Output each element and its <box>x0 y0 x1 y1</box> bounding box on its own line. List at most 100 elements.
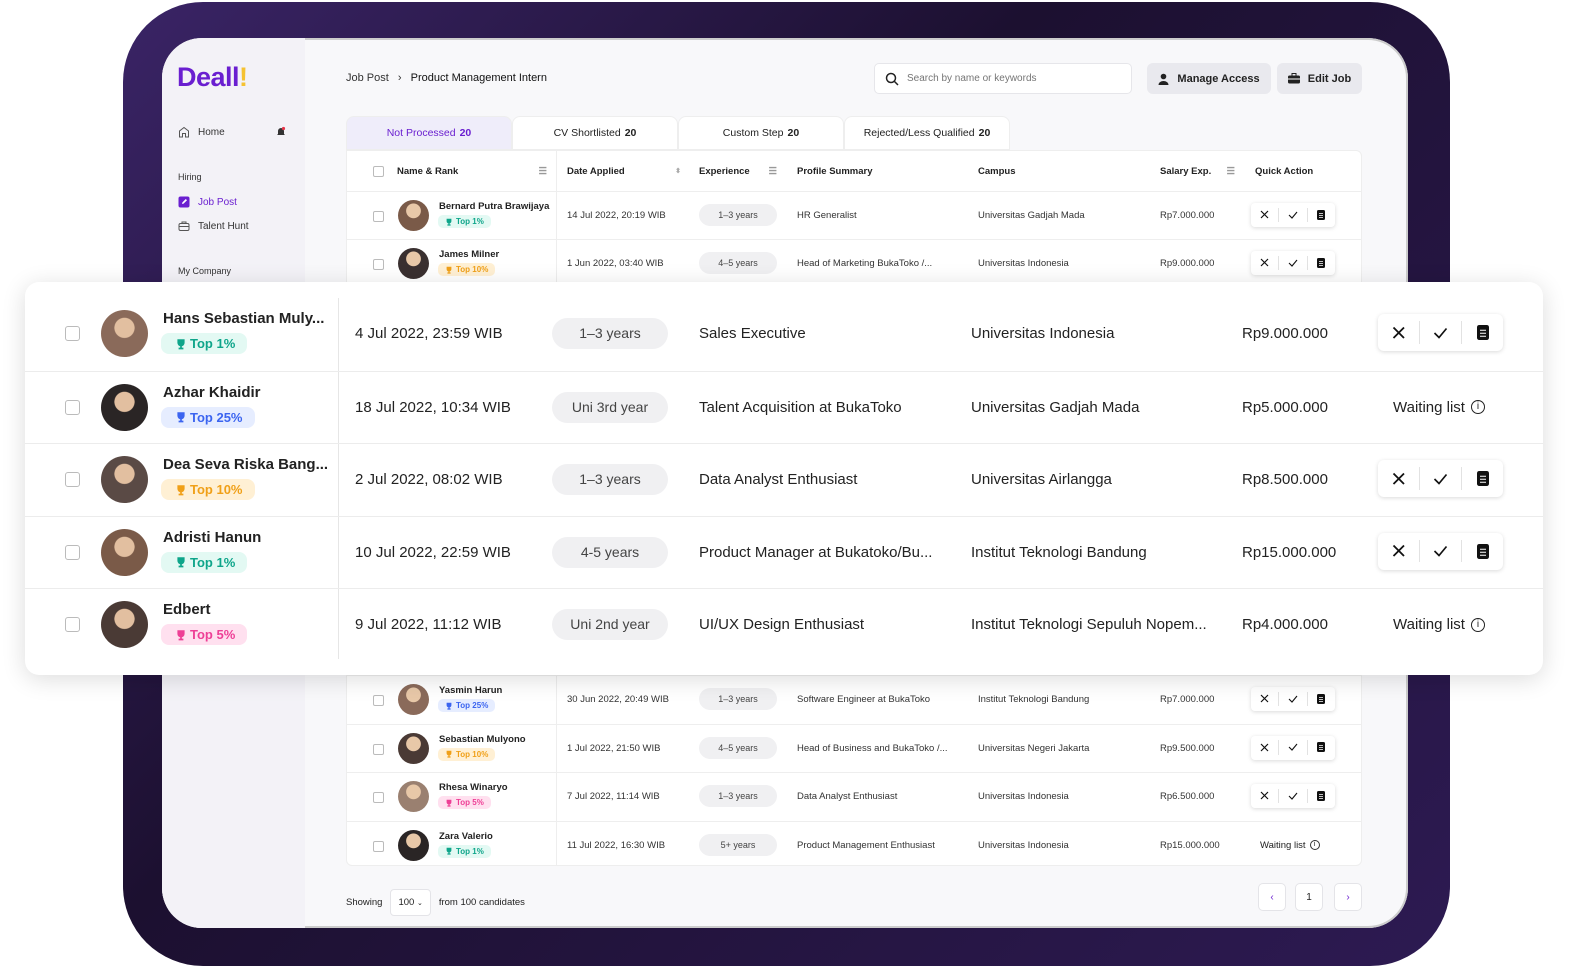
candidate-name[interactable]: Yasmin Harun <box>439 685 503 696</box>
view-cv-button[interactable] <box>1308 208 1335 222</box>
filter-icon[interactable]: ☰ <box>538 165 547 177</box>
view-cv-button[interactable] <box>1462 467 1503 489</box>
avatar <box>398 829 429 861</box>
reject-button[interactable] <box>1378 467 1420 490</box>
prev-page-button[interactable]: ‹ <box>1258 883 1286 911</box>
tab-rejected-less-qualified[interactable]: Rejected/Less Qualified 20 <box>844 116 1010 150</box>
date-applied: 18 Jul 2022, 10:34 WIB <box>355 398 511 416</box>
avatar <box>101 383 148 431</box>
rank-label: Top 1% <box>190 336 236 351</box>
view-cv-button[interactable] <box>1462 540 1503 562</box>
rank-label: Top 10% <box>456 749 489 759</box>
column-header-experience[interactable]: Experience ☰ <box>699 151 777 191</box>
table-row[interactable]: Dea Seva Riska Bang... Top 10% 2 Jul 2022,… <box>25 443 1543 515</box>
manage-access-button[interactable]: Manage Access <box>1147 63 1271 94</box>
candidate-name[interactable]: Bernard Putra Brawijaya <box>439 201 550 212</box>
reject-button[interactable] <box>1378 321 1420 344</box>
shortlist-button[interactable] <box>1420 321 1462 344</box>
table-row[interactable]: Bernard Putra Brawijaya Top 1% 14 Jul 2022… <box>347 191 1361 239</box>
row-checkbox[interactable] <box>373 840 384 852</box>
table-row[interactable]: Azhar Khaidir Top 25% 18 Jul 2022, 10:34 W… <box>25 370 1543 443</box>
reject-button[interactable] <box>1251 691 1280 707</box>
candidate-name[interactable]: Edbert <box>163 601 211 618</box>
info-icon[interactable]: i <box>1309 840 1320 850</box>
info-icon[interactable]: i <box>1470 617 1485 632</box>
reject-icon <box>1392 545 1405 557</box>
row-checkbox[interactable] <box>65 326 80 341</box>
shortlist-button[interactable] <box>1279 691 1308 707</box>
reject-button[interactable] <box>1251 740 1280 755</box>
shortlist-button[interactable] <box>1420 467 1462 490</box>
row-checkbox[interactable] <box>373 743 384 755</box>
row-checkbox[interactable] <box>65 399 80 415</box>
view-cv-button[interactable] <box>1308 692 1335 706</box>
table-row[interactable]: James Milner Top 10% 1 Jun 2022, 03:40 WIB… <box>347 239 1361 287</box>
candidate-name[interactable]: Adristi Hanun <box>163 528 262 546</box>
candidate-name[interactable]: Hans Sebastian Muly... <box>163 310 325 327</box>
page-size-select[interactable]: 100 ⌄ <box>390 889 431 916</box>
breadcrumb: Job Post › Product Management Intern <box>346 72 547 84</box>
table-row[interactable]: Zara Valerio Top 1% 11 Jul 2022, 16:30 WIB… <box>347 820 1361 869</box>
candidate-name[interactable]: James Milner <box>439 249 500 260</box>
rank-label: Top 1% <box>456 217 484 226</box>
column-header-date[interactable]: Date Applied ⬍ <box>567 151 681 191</box>
rank-badge: Top 1% <box>161 333 248 354</box>
sidebar-item-home[interactable]: Home <box>178 126 287 138</box>
row-checkbox[interactable] <box>373 259 384 270</box>
column-header-name[interactable]: Name & Rank ☰ <box>397 151 547 191</box>
view-cv-button[interactable] <box>1462 321 1503 343</box>
shortlist-button[interactable] <box>1279 207 1308 223</box>
table-row[interactable]: Rhesa Winaryo Top 5% 7 Jul 2022, 11:14 WIB… <box>347 772 1361 820</box>
search-box[interactable] <box>874 63 1132 94</box>
filter-icon[interactable]: ☰ <box>768 165 777 177</box>
reject-icon <box>1392 472 1405 485</box>
table-row[interactable]: Hans Sebastian Muly... Top 1% 4 Jul 2022, … <box>25 298 1543 370</box>
info-icon[interactable]: i <box>1470 400 1485 414</box>
row-checkbox[interactable] <box>373 695 384 706</box>
filter-icon[interactable]: ☰ <box>1226 165 1235 177</box>
row-checkbox[interactable] <box>65 544 80 560</box>
view-cv-button[interactable] <box>1308 789 1335 803</box>
reject-button[interactable] <box>1251 255 1280 271</box>
table-row[interactable]: Adristi Hanun Top 1% 10 Jul 2022, 22:59 WI… <box>25 515 1543 588</box>
sort-icon[interactable]: ⬍ <box>675 168 681 175</box>
table-row[interactable]: Yasmin Harun Top 25% 30 Jun 2022, 20:49 WI… <box>347 675 1361 723</box>
campus: Institut Teknologi Sepuluh Nopem... <box>971 616 1207 633</box>
view-cv-button[interactable] <box>1308 256 1335 270</box>
candidate-name[interactable]: Dea Seva Riska Bang... <box>163 456 329 473</box>
candidate-name[interactable]: Azhar Khaidir <box>163 383 261 401</box>
shortlist-button[interactable] <box>1420 539 1462 563</box>
tab-custom-step[interactable]: Custom Step 20 <box>678 116 844 150</box>
select-all-checkbox[interactable] <box>373 165 384 177</box>
candidate-name[interactable]: Zara Valerio <box>439 830 493 842</box>
view-cv-button[interactable] <box>1308 740 1335 754</box>
row-checkbox[interactable] <box>65 617 80 632</box>
tab-cv-shortlisted[interactable]: CV Shortlisted 20 <box>512 116 678 150</box>
breadcrumb-parent[interactable]: Job Post <box>346 72 389 84</box>
salary-expectation: Rp8.500.000 <box>1242 471 1328 488</box>
edit-job-button[interactable]: Edit Job <box>1277 63 1362 94</box>
column-header-salary[interactable]: Salary Exp. ☰ <box>1160 151 1235 191</box>
shortlist-button[interactable] <box>1279 740 1308 755</box>
candidate-name[interactable]: Sebastian Mulyono <box>439 733 526 745</box>
search-icon <box>885 72 899 86</box>
row-checkbox[interactable] <box>65 472 80 487</box>
search-input[interactable] <box>907 73 1107 84</box>
sidebar-item-job-post[interactable]: Job Post <box>178 196 237 208</box>
row-checkbox[interactable] <box>373 792 384 803</box>
page-number[interactable]: 1 <box>1295 883 1323 911</box>
shortlist-button[interactable] <box>1279 255 1308 271</box>
reject-button[interactable] <box>1251 788 1280 804</box>
tab-not-processed[interactable]: Not Processed 20 <box>346 116 512 150</box>
row-checkbox[interactable] <box>373 211 384 222</box>
table-row[interactable]: Sebastian Mulyono Top 10% 1 Jul 2022, 21:5… <box>347 723 1361 772</box>
table-row[interactable]: Edbert Top 5% 9 Jul 2022, 11:12 WIB Uni 2nd… <box>25 588 1543 660</box>
rank-label: Top 25% <box>456 701 489 710</box>
reject-button[interactable] <box>1378 539 1420 563</box>
shortlist-button[interactable] <box>1279 788 1308 804</box>
reject-button[interactable] <box>1251 207 1280 223</box>
candidate-name[interactable]: Rhesa Winaryo <box>439 782 508 793</box>
bell-icon[interactable] <box>275 126 287 138</box>
next-page-button[interactable]: › <box>1334 883 1362 911</box>
sidebar-item-talent-hunt[interactable]: Talent Hunt <box>178 220 249 232</box>
